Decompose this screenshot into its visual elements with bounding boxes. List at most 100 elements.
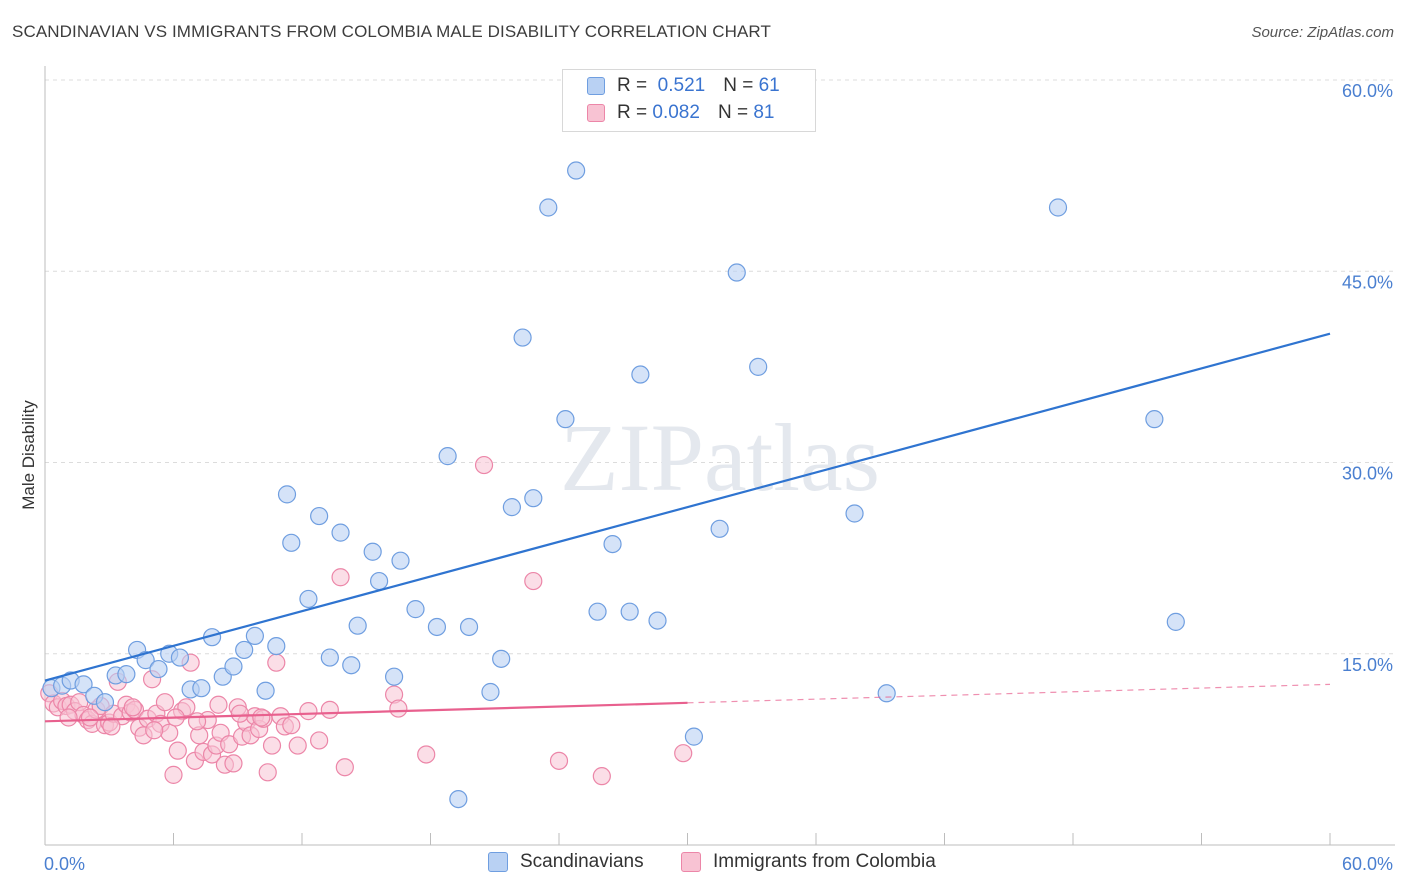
y-axis-title: Male Disability — [19, 400, 38, 510]
chart-title: SCANDINAVIAN VS IMMIGRANTS FROM COLOMBIA… — [12, 22, 771, 41]
scandinavian-point — [245, 626, 264, 646]
legend-row-scandinavian: R = 0.521 N = 61 — [587, 74, 780, 98]
scandinavian-point — [524, 489, 543, 508]
scandinavian-point — [277, 485, 297, 504]
scandinavian-point — [749, 357, 768, 376]
bottom-legend-scandinavians: Scandinavians — [488, 851, 644, 873]
colombia-point — [417, 745, 436, 764]
scandinavian-point — [449, 789, 468, 809]
scandinavian-point — [149, 659, 168, 679]
scandinavian-point — [384, 667, 404, 686]
colombia-point — [80, 708, 100, 727]
watermark: ZIPatlas — [560, 404, 880, 511]
label-layer: 15.0% 30.0% 45.0% 60.0% 0.0% 60.0% Male Disabi… — [19, 81, 1393, 874]
scandinavian-point — [256, 681, 275, 700]
colombia-point — [224, 754, 243, 773]
scandinavian-point — [310, 506, 329, 526]
colombia-point — [145, 721, 164, 740]
colombia-point — [320, 700, 339, 719]
colombia-point — [123, 698, 142, 717]
colombia-point — [389, 699, 408, 718]
scandinavian-point — [620, 602, 639, 621]
scandinavian-point — [282, 533, 301, 552]
scandinavian-point — [1145, 410, 1164, 429]
y-tick-label: 15.0% — [1342, 655, 1393, 675]
scandinavian-point — [363, 542, 382, 561]
legend-n-label: N = — [717, 102, 749, 123]
scandinavian-point — [391, 551, 410, 570]
scandinavian-point — [1048, 198, 1068, 217]
scandinavian-point — [224, 657, 243, 676]
legend-n-value: 81 — [753, 102, 775, 123]
y-tick-label: 60.0% — [1342, 81, 1393, 101]
colombia-point — [282, 716, 301, 735]
colombia-trend-line — [44, 701, 688, 723]
scandinavian-point — [845, 504, 864, 523]
scandinavian-point — [331, 523, 350, 542]
bottom-legend-label: Immigrants from Colombia — [713, 851, 936, 872]
scandinavian-point — [556, 410, 575, 429]
scandinavian-point — [192, 679, 211, 698]
scandinavian-point — [342, 656, 361, 675]
scandinavian-point — [631, 365, 650, 384]
scandinavian-point — [370, 571, 389, 591]
scandinavian-point — [117, 665, 136, 684]
scandinavian-point — [567, 161, 586, 180]
colombia-point — [331, 568, 350, 587]
scandinavian-point — [438, 447, 457, 466]
colombia-point — [335, 758, 354, 777]
legend-r-label: R = — [617, 102, 648, 123]
scandinavian-point — [299, 589, 318, 609]
x-tick-label: 0.0% — [44, 854, 85, 874]
colombia-point — [209, 695, 228, 714]
legend-r-value: 0.521 — [657, 75, 706, 96]
scandinavian-point — [502, 498, 521, 517]
scandinavian-point — [539, 198, 558, 217]
bottom-legend-label: Scandinavians — [520, 851, 644, 872]
colombia-trend-extension — [687, 683, 1331, 704]
legend-r-value: 0.082 — [652, 102, 700, 123]
scandinavian-point — [348, 616, 367, 635]
colombia-point — [549, 751, 569, 770]
scandinavian-point — [1166, 612, 1185, 631]
colombia-points — [40, 455, 693, 786]
blue-swatch-icon — [488, 852, 508, 872]
correlation-legend: R = 0.521 N = 61 R = 0.082 N = 81 — [562, 69, 816, 132]
scandinavian-point — [710, 519, 729, 538]
scandinavian-point — [427, 617, 447, 637]
scandinavian-point — [235, 640, 254, 660]
colombia-point — [187, 712, 207, 731]
scandinavian-points — [42, 161, 1185, 809]
colombia-point — [258, 763, 277, 782]
scandinavian-point — [320, 648, 339, 667]
colombia-point — [299, 702, 318, 721]
colombia-point — [155, 693, 175, 712]
scandinavian-point — [513, 328, 532, 347]
y-tick-label: 30.0% — [1342, 464, 1393, 484]
colombia-point — [674, 744, 693, 763]
legend-row-colombia: R = 0.082 N = 81 — [587, 101, 774, 125]
blue-swatch-icon — [587, 77, 605, 95]
colombia-point — [164, 765, 183, 784]
colombia-point — [267, 653, 286, 672]
scandinavian-point — [603, 534, 622, 554]
scandinavian-trend-line — [44, 332, 1331, 682]
scandinavian-point — [267, 636, 286, 656]
pink-swatch-icon — [681, 852, 701, 872]
scandinavian-point — [136, 651, 155, 670]
scandinavian-point — [406, 600, 425, 619]
scandinavian-point — [459, 617, 479, 637]
scandinavian-point — [95, 693, 115, 712]
colombia-point — [59, 708, 78, 727]
colombia-point — [160, 723, 179, 742]
colombia-point — [288, 736, 307, 755]
grid-layer — [45, 79, 1395, 655]
y-tick-label: 45.0% — [1342, 272, 1393, 292]
source-label: Source: ZipAtlas.com — [1251, 24, 1394, 41]
scandinavian-point — [588, 602, 607, 621]
scandinavian-point — [481, 682, 500, 702]
scandinavian-point — [727, 263, 746, 282]
colombia-point — [310, 731, 329, 750]
scandinavian-point — [74, 675, 93, 694]
trend-layer — [44, 332, 1331, 723]
